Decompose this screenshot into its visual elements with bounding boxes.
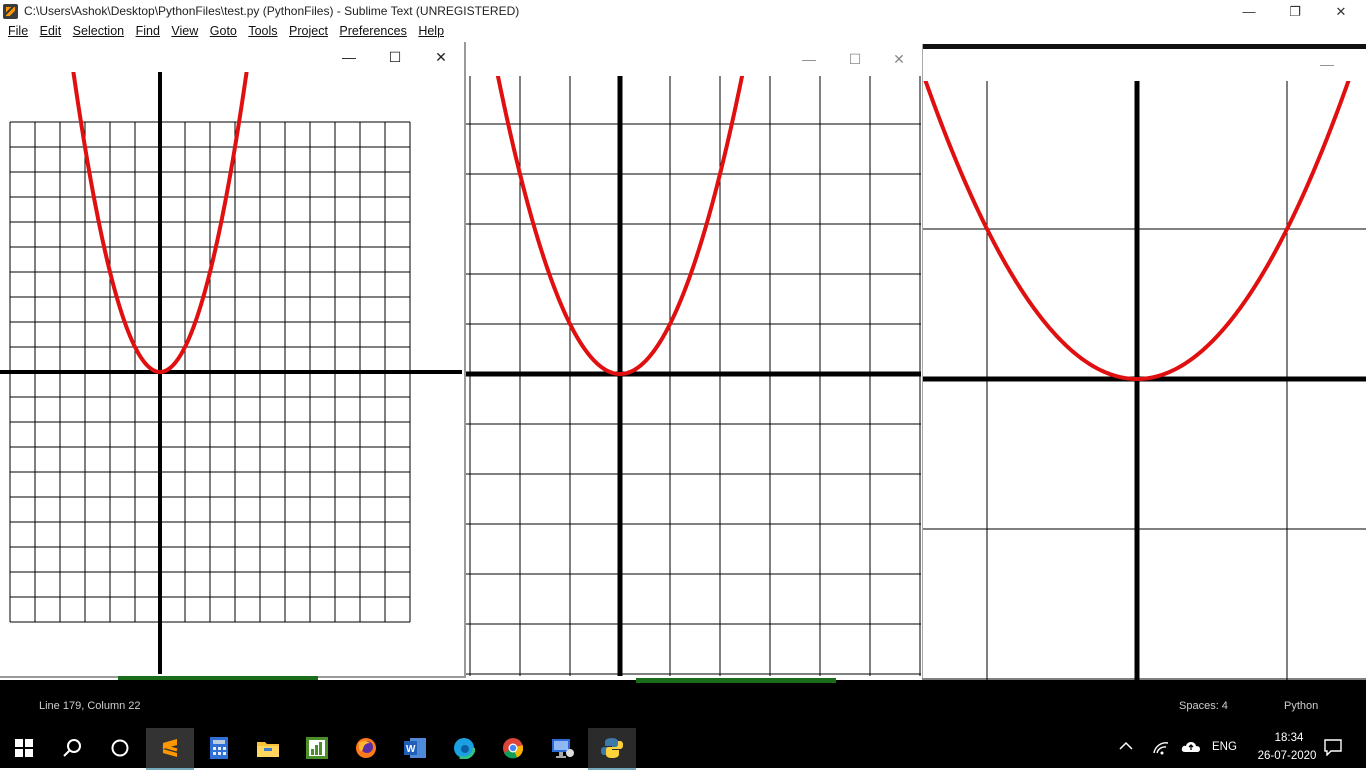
- plot-window-3-minimize-button[interactable]: —: [1320, 56, 1334, 72]
- plot-window-1-minimize-button[interactable]: —: [342, 49, 356, 65]
- tab-indicator-2: [636, 678, 836, 683]
- menu-help[interactable]: Help: [418, 24, 445, 38]
- plot-window-1-maximize-button[interactable]: ☐: [388, 49, 402, 65]
- plot-window-2-maximize-button[interactable]: ☐: [848, 51, 862, 67]
- minimize-button[interactable]: —: [1242, 4, 1256, 19]
- menu-view[interactable]: View: [171, 24, 199, 38]
- clock-time[interactable]: 18:34: [1274, 732, 1304, 744]
- notifications-icon[interactable]: [1324, 738, 1342, 759]
- firefox-icon[interactable]: [342, 728, 390, 768]
- calculator-icon[interactable]: [195, 728, 243, 768]
- close-button[interactable]: ✕: [1335, 4, 1347, 19]
- menu-find[interactable]: Find: [135, 24, 160, 38]
- tab-indicator: [118, 676, 318, 680]
- parabola-curve: [71, 72, 249, 375]
- menu-file[interactable]: File: [8, 24, 29, 38]
- parabola-curve: [923, 81, 1351, 382]
- sublime-text-icon[interactable]: [146, 728, 194, 770]
- plot-window-3-titlebar[interactable]: —: [922, 49, 1366, 79]
- search-icon[interactable]: [48, 728, 96, 768]
- plot-window-1-close-button[interactable]: ✕: [435, 49, 447, 65]
- svg-text:W: W: [406, 744, 416, 755]
- plot-canvas-1: [0, 72, 462, 674]
- menu-bar: File Edit Selection Find View Goto Tools…: [0, 24, 470, 42]
- menu-goto[interactable]: Goto: [209, 24, 237, 38]
- show-hidden-icons-icon[interactable]: [1118, 738, 1134, 757]
- plot-canvas-2: [466, 76, 921, 676]
- status-bar: Line 179, Column 22 Spaces: 4 Python: [0, 680, 1366, 728]
- plot-window-2-minimize-button[interactable]: —: [802, 51, 816, 67]
- restore-button[interactable]: ❐: [1289, 4, 1301, 19]
- plot-window-1[interactable]: — ☐ ✕: [0, 42, 466, 678]
- plot-window-3[interactable]: —: [922, 44, 1366, 685]
- file-explorer-icon[interactable]: [244, 728, 292, 768]
- start-icon[interactable]: [0, 728, 48, 768]
- syntax-selector[interactable]: Python: [1284, 700, 1319, 712]
- parabola-curve: [495, 76, 745, 377]
- chart-app-icon[interactable]: [293, 728, 341, 768]
- plot-window-2[interactable]: — ☐ ✕: [466, 44, 923, 678]
- plot-window-2-close-button[interactable]: ✕: [893, 51, 905, 67]
- plot-window-1-titlebar[interactable]: — ☐ ✕: [0, 42, 464, 72]
- menu-edit[interactable]: Edit: [39, 24, 62, 38]
- menu-preferences[interactable]: Preferences: [339, 24, 407, 38]
- cursor-position[interactable]: Line 179, Column 22: [39, 700, 141, 712]
- plot-window-2-titlebar[interactable]: — ☐ ✕: [466, 44, 922, 74]
- clock-date[interactable]: 26-07-2020: [1257, 750, 1317, 762]
- menu-tools[interactable]: Tools: [248, 24, 278, 38]
- sublime-logo-icon: [3, 4, 18, 19]
- chrome-icon[interactable]: [489, 728, 537, 768]
- word-icon[interactable]: W: [391, 728, 439, 768]
- onedrive-cloud-icon[interactable]: [1181, 739, 1201, 758]
- network-icon[interactable]: [1152, 739, 1170, 758]
- edge-icon[interactable]: [440, 728, 488, 768]
- menu-project[interactable]: Project: [289, 24, 328, 38]
- indentation-setting[interactable]: Spaces: 4: [1179, 700, 1228, 712]
- remote-desktop-icon[interactable]: [538, 728, 586, 768]
- plot-canvas-3: [922, 81, 1366, 681]
- input-language[interactable]: ENG: [1212, 741, 1237, 753]
- app-title-bar: C:\Users\Ashok\Desktop\PythonFiles\test.…: [0, 0, 1366, 24]
- cortana-icon[interactable]: [96, 728, 144, 768]
- python-icon[interactable]: [588, 728, 636, 770]
- window-title: C:\Users\Ashok\Desktop\PythonFiles\test.…: [24, 4, 520, 18]
- menu-selection[interactable]: Selection: [72, 24, 125, 38]
